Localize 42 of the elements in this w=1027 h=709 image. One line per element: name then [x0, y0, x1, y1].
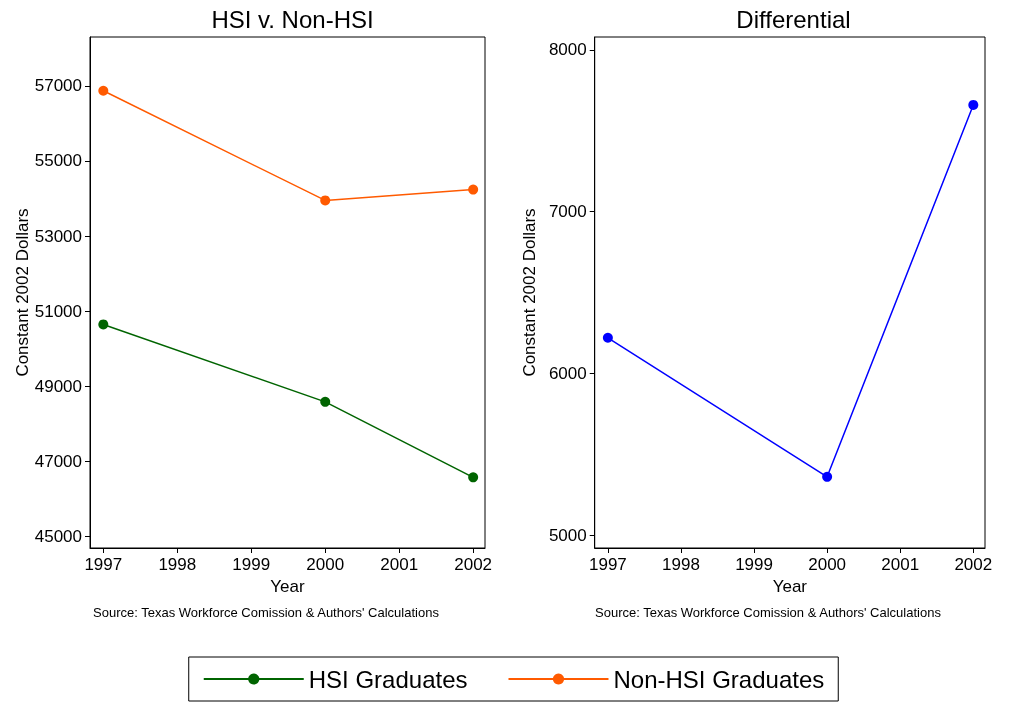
point	[320, 195, 331, 206]
y-tick-label: 47000	[34, 452, 82, 472]
y-tick-label: 55000	[34, 151, 82, 171]
y-tick-label: 5000	[548, 525, 587, 545]
x-tick-label: 2002	[454, 555, 493, 574]
x-tick-label: 1997	[588, 555, 627, 574]
source-note: Source: Texas Workforce Comission & Authors' Calculations	[93, 605, 440, 620]
y-tick-label: 45000	[34, 527, 82, 547]
chart-title: Differential	[736, 5, 851, 33]
chart-title: HSI v. Non-HSI	[211, 5, 374, 33]
point	[468, 472, 479, 483]
legend-label: HSI Graduates	[308, 665, 468, 693]
y-tick-label: 6000	[548, 363, 587, 383]
x-tick-label: 1997	[84, 555, 123, 574]
x-tick-label: 2000	[306, 555, 345, 574]
point	[602, 332, 613, 343]
point	[822, 471, 833, 482]
x-tick-label: 2000	[808, 555, 847, 574]
y-tick-label: 8000	[548, 40, 587, 60]
x-tick-label: 2002	[954, 555, 993, 574]
y-axis-title: Constant 2002 Dollars	[520, 208, 539, 377]
point	[98, 85, 109, 96]
point	[468, 184, 479, 195]
y-tick-label: 49000	[34, 376, 82, 396]
x-tick-label: 1999	[735, 555, 773, 574]
legend-label: Non-HSI Graduates	[613, 665, 825, 693]
y-tick-label: 57000	[34, 76, 82, 96]
y-tick-label: 51000	[34, 301, 82, 321]
x-tick-label: 1999	[232, 555, 271, 574]
point	[320, 396, 331, 407]
x-tick-label: 2001	[380, 555, 419, 574]
x-axis-title: Year	[270, 576, 306, 596]
x-tick-label: 1998	[662, 555, 700, 574]
y-tick-label: 7000	[548, 202, 587, 222]
source-note: Source: Texas Workforce Comission & Authors' Calculations	[595, 605, 942, 620]
y-axis-title: Constant 2002 Dollars	[12, 208, 32, 377]
y-tick-label: 53000	[34, 226, 82, 246]
x-tick-label: 1998	[158, 555, 197, 574]
x-tick-label: 2001	[881, 555, 920, 574]
x-axis-title: Year	[772, 576, 808, 596]
point	[968, 99, 979, 110]
point	[98, 319, 109, 330]
